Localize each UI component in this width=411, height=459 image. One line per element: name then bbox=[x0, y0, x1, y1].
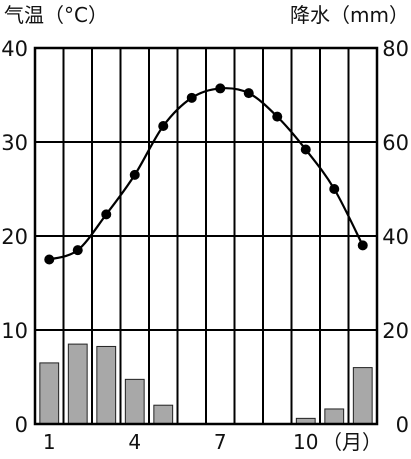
temperature-point bbox=[300, 144, 311, 155]
temperature-point bbox=[357, 240, 368, 251]
temperature-tick-label: 0 bbox=[15, 413, 28, 437]
axes: 0 10 20 30 40 0 20 40 60 80 1 4 7 10 bbox=[1, 37, 409, 454]
temperature-point bbox=[44, 254, 55, 265]
precipitation-bar bbox=[352, 367, 373, 425]
temperature-point bbox=[186, 92, 197, 103]
x-tick-label: 1 bbox=[43, 430, 56, 454]
temperature-tick-label: 30 bbox=[1, 131, 28, 155]
x-tick-label: 10 bbox=[293, 430, 318, 454]
precipitation-bars bbox=[39, 343, 373, 425]
precipitation-bar bbox=[67, 343, 88, 425]
temperature-tick-label: 40 bbox=[1, 37, 28, 61]
precipitation-bar bbox=[124, 378, 145, 425]
temperature-point bbox=[72, 245, 83, 256]
precipitation-tick-label: 0 bbox=[396, 413, 409, 437]
x-unit-label: （月） bbox=[322, 430, 382, 454]
precipitation-tick-label: 60 bbox=[382, 131, 409, 155]
precipitation-bar bbox=[39, 362, 60, 425]
temperature-tick-label: 10 bbox=[1, 319, 28, 343]
temperature-line bbox=[44, 83, 368, 265]
plot-frame bbox=[33, 46, 379, 426]
precipitation-bar bbox=[324, 408, 345, 425]
x-tick-label: 7 bbox=[214, 430, 227, 454]
precipitation-tick-label: 80 bbox=[382, 37, 409, 61]
temperature-point bbox=[158, 121, 169, 132]
left-axis-label: 气温（°C） bbox=[4, 3, 108, 27]
right-axis-label: 降水（mm） bbox=[290, 3, 409, 27]
temperature-point bbox=[215, 83, 226, 94]
temperature-point bbox=[329, 184, 340, 194]
temperature-point bbox=[129, 169, 140, 180]
precipitation-bar bbox=[96, 345, 117, 425]
x-tick-label: 4 bbox=[128, 430, 141, 454]
precipitation-tick-label: 40 bbox=[382, 225, 409, 249]
temperature-point bbox=[272, 111, 283, 122]
precipitation-bar bbox=[153, 404, 174, 425]
temperature-point bbox=[243, 88, 254, 99]
temperature-tick-label: 20 bbox=[1, 225, 28, 249]
precipitation-tick-label: 20 bbox=[382, 319, 409, 343]
temperature-point bbox=[101, 209, 112, 220]
